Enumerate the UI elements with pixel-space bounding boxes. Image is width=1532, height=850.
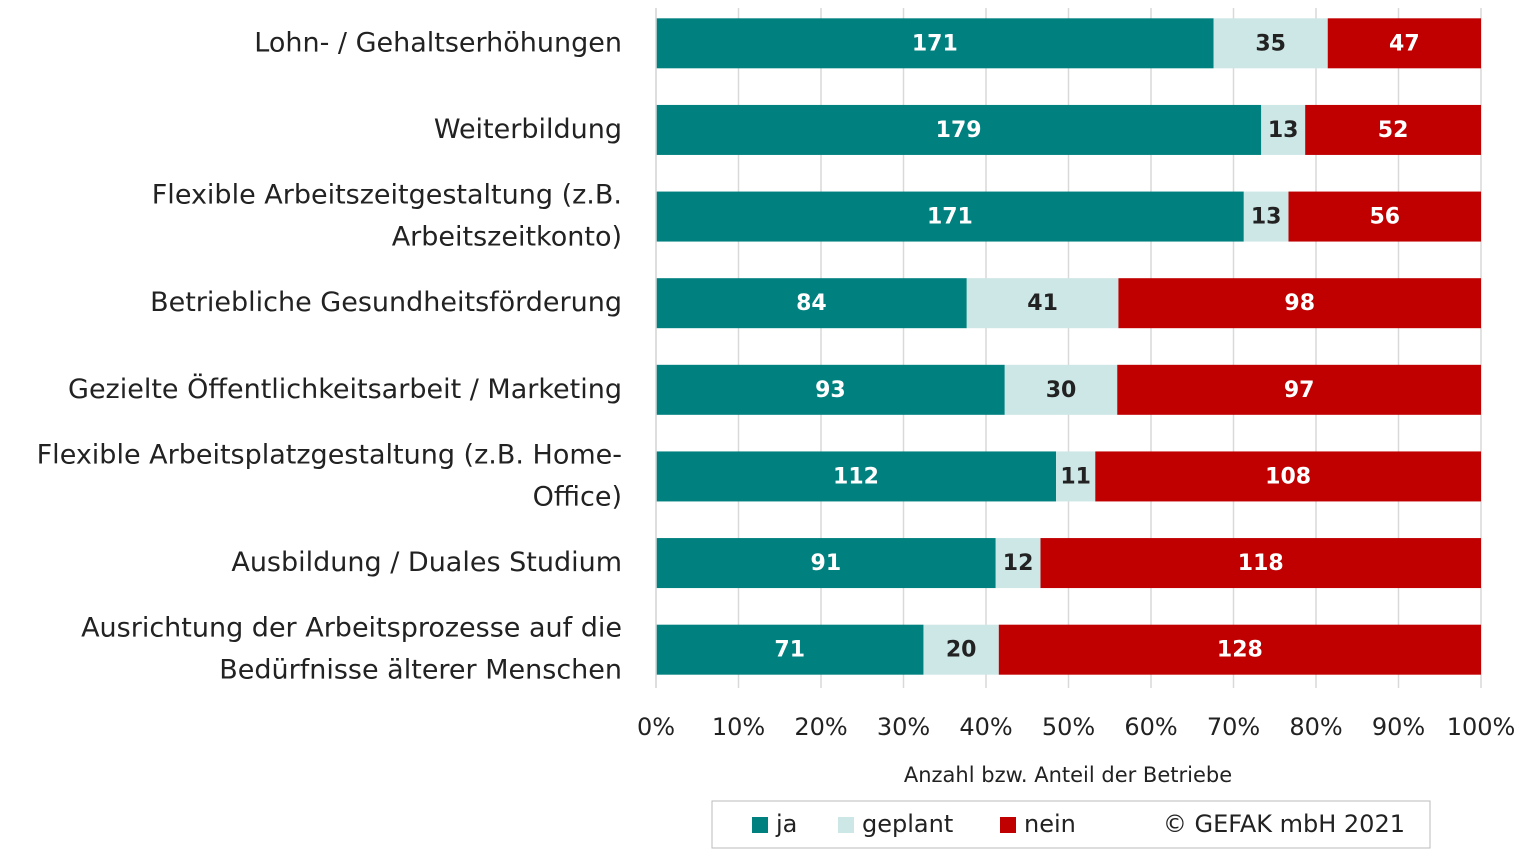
x-axis-label: Anzahl bzw. Anteil der Betriebe xyxy=(904,763,1232,787)
bar-segment xyxy=(995,538,1041,589)
legend-swatch xyxy=(838,817,854,833)
category-label: Gezielte Öffentlichkeitsarbeit / Marketi… xyxy=(68,372,622,404)
legend-label: ja xyxy=(775,810,797,838)
value-label: 47 xyxy=(1389,31,1420,56)
value-label: 108 xyxy=(1265,464,1311,489)
bar-segment xyxy=(656,538,996,589)
x-tick-label: 60% xyxy=(1124,713,1177,741)
bar-segment xyxy=(1261,104,1306,155)
value-label: 171 xyxy=(927,205,973,230)
bar-segment xyxy=(1305,104,1481,155)
x-tick-label: 100% xyxy=(1447,713,1516,741)
value-label: 98 xyxy=(1284,291,1315,316)
x-tick-label: 80% xyxy=(1289,713,1342,741)
bar-segment xyxy=(656,191,1244,242)
bar-segment xyxy=(656,451,1056,502)
x-tick-label: 90% xyxy=(1372,713,1425,741)
bar-segment xyxy=(1004,364,1118,415)
bar-segment xyxy=(966,278,1119,329)
bar-segment xyxy=(656,364,1005,415)
bar-segment xyxy=(1327,18,1481,69)
category-label: Flexible Arbeitszeitgestaltung (z.B. Arbe… xyxy=(152,179,622,252)
bar-segment xyxy=(656,18,1214,69)
value-label: 171 xyxy=(912,31,958,56)
value-label: 11 xyxy=(1060,464,1091,489)
bar-segment xyxy=(1118,278,1481,329)
category-label: Lohn- / Gehaltserhöhungen xyxy=(254,27,622,58)
legend-swatch xyxy=(1000,817,1016,833)
value-label: 30 xyxy=(1046,378,1077,403)
category-label: Ausbildung / Duales Studium xyxy=(231,547,622,578)
value-label: 93 xyxy=(815,378,846,403)
value-label: 20 xyxy=(946,638,977,663)
value-label: 71 xyxy=(774,638,805,663)
bar-segment xyxy=(656,624,924,675)
bar-segment xyxy=(1056,451,1096,502)
bar-segment xyxy=(923,624,999,675)
value-label: 97 xyxy=(1284,378,1315,403)
value-label: 84 xyxy=(796,291,827,316)
legend-swatch xyxy=(752,817,768,833)
bar-segment xyxy=(1040,538,1481,589)
value-label: 112 xyxy=(833,464,879,489)
bar-segment xyxy=(1243,191,1289,242)
bar-segment xyxy=(1213,18,1328,69)
x-tick-label: 0% xyxy=(637,713,675,741)
bar-segment xyxy=(656,278,967,329)
value-label: 128 xyxy=(1217,638,1263,663)
category-label: Ausrichtung der Arbeitsprozesse auf die B… xyxy=(81,612,622,685)
category-label: Betriebliche Gesundheitsförderung xyxy=(150,287,622,318)
bar-segment xyxy=(998,624,1481,675)
category-label: Weiterbildung xyxy=(434,113,622,144)
bar-segment xyxy=(1288,191,1481,242)
value-label: 13 xyxy=(1268,118,1299,143)
value-label: 52 xyxy=(1378,118,1409,143)
x-tick-label: 30% xyxy=(877,713,930,741)
value-label: 91 xyxy=(811,551,842,576)
value-label: 179 xyxy=(936,118,982,143)
x-tick-label: 50% xyxy=(1042,713,1095,741)
x-tick-label: 40% xyxy=(959,713,1012,741)
legend-label: geplant xyxy=(862,810,953,838)
value-label: 12 xyxy=(1003,551,1034,576)
value-label: 118 xyxy=(1238,551,1284,576)
value-label: 35 xyxy=(1255,31,1286,56)
bar-segment xyxy=(1095,451,1481,502)
x-tick-label: 20% xyxy=(794,713,847,741)
bar-segment xyxy=(1117,364,1481,415)
x-tick-label: 10% xyxy=(712,713,765,741)
value-label: 13 xyxy=(1251,205,1282,230)
bar-segment xyxy=(656,104,1262,155)
legend-box xyxy=(711,800,1431,849)
legend-label: nein xyxy=(1024,810,1076,838)
value-label: 41 xyxy=(1027,291,1058,316)
source: © GEFAK mbH 2021 xyxy=(1163,810,1405,838)
x-tick-label: 70% xyxy=(1207,713,1260,741)
category-label: Flexible Arbeitsplatzgestaltung (z.B. Ho… xyxy=(37,439,622,512)
value-label: 56 xyxy=(1369,205,1400,230)
